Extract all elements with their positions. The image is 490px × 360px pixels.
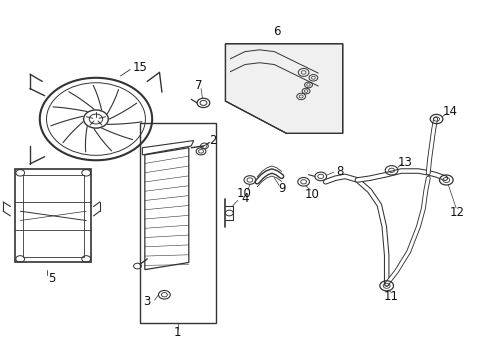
Text: 15: 15 [132, 60, 147, 73]
Text: 2: 2 [210, 134, 217, 147]
Text: 10: 10 [305, 188, 320, 201]
Text: 11: 11 [384, 290, 399, 303]
Text: 9: 9 [278, 183, 285, 195]
Text: 10: 10 [237, 187, 251, 200]
Text: 12: 12 [450, 206, 465, 219]
Text: 13: 13 [398, 156, 413, 168]
Text: 4: 4 [241, 192, 249, 205]
Text: 14: 14 [443, 105, 458, 118]
Text: 6: 6 [273, 25, 280, 38]
Text: 1: 1 [174, 326, 182, 339]
Text: 3: 3 [144, 296, 151, 309]
Bar [140, 123, 216, 323]
Polygon shape [225, 44, 343, 134]
Text: 5: 5 [49, 272, 56, 285]
Text: 7: 7 [195, 79, 202, 92]
Text: 8: 8 [337, 165, 344, 177]
